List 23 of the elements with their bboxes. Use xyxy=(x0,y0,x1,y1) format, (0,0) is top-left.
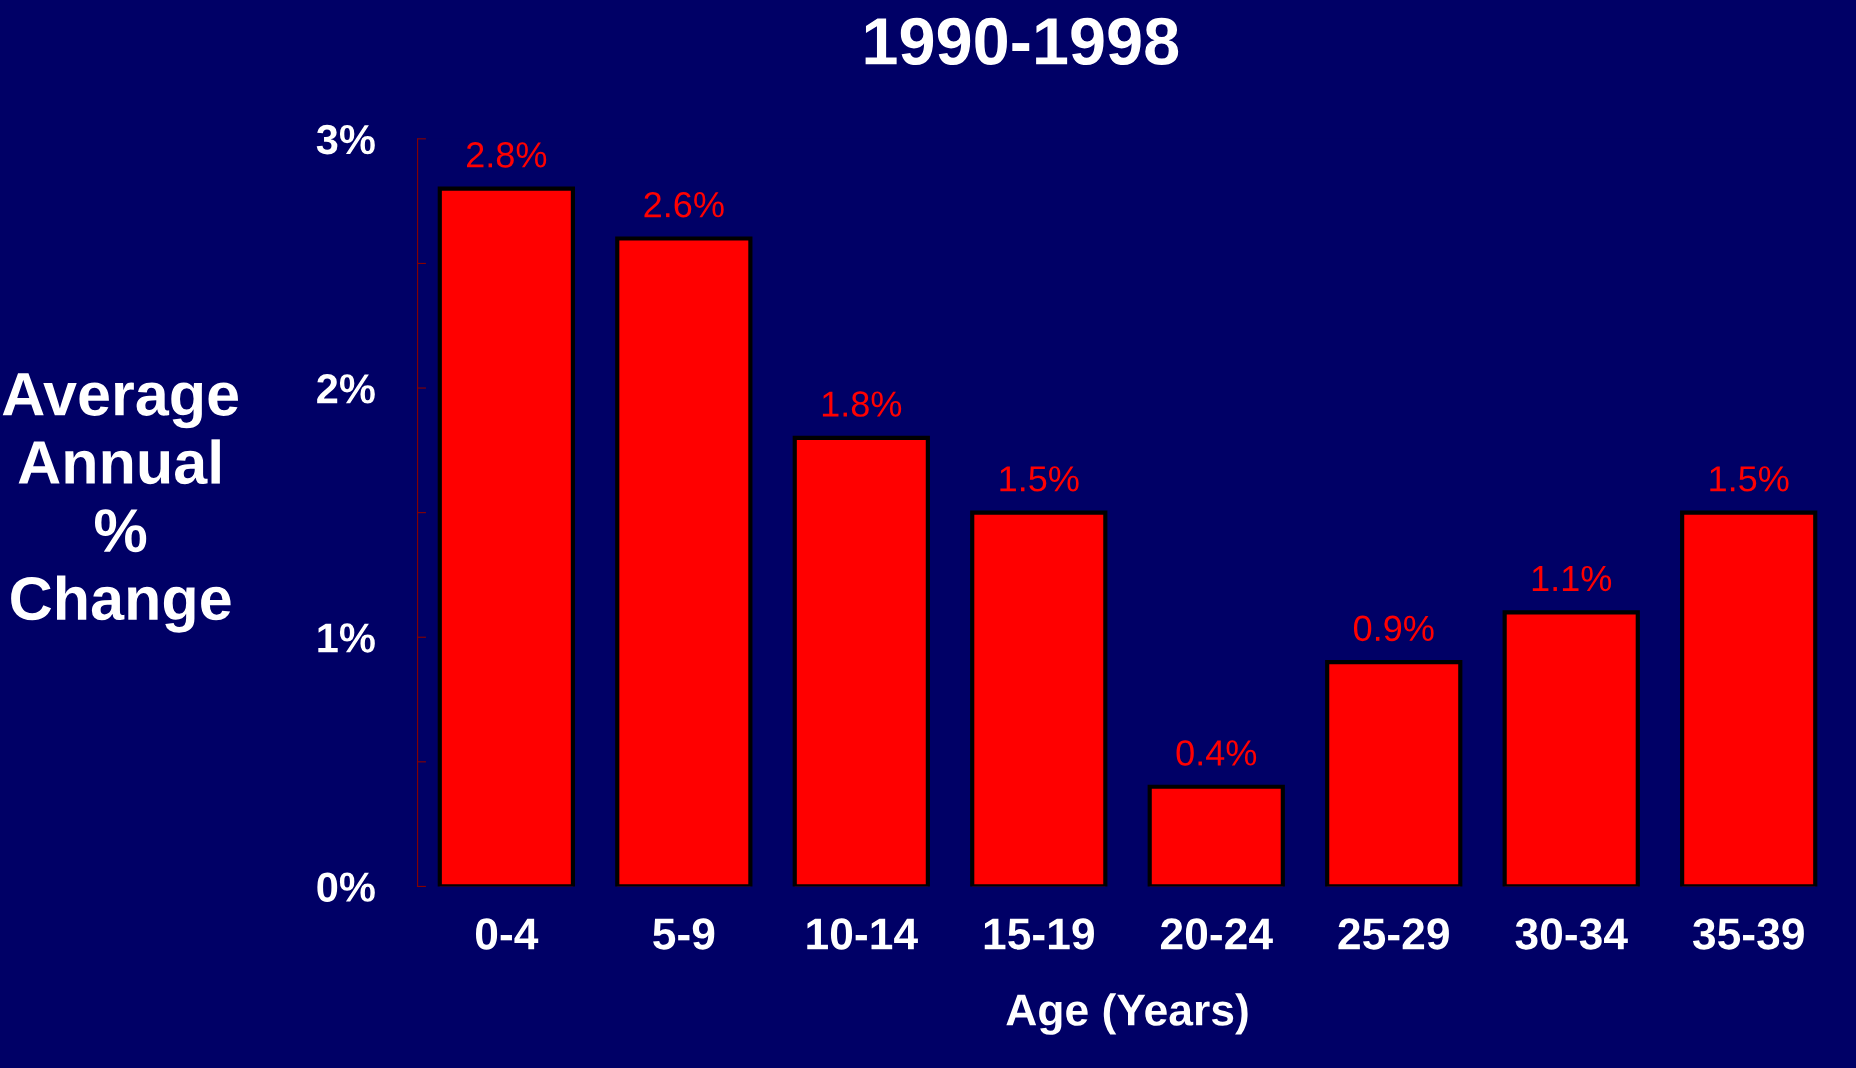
y-tick-label: 3% xyxy=(316,124,375,155)
x-tick-label: 35-39 xyxy=(1692,918,1804,950)
x-axis-title: Age (Years) xyxy=(1006,993,1248,1035)
y-axis-title: Average Annual % Change xyxy=(2,373,239,633)
x-tick-label: 20-24 xyxy=(1160,918,1273,950)
x-tick-label: 0-4 xyxy=(475,918,539,950)
y-tick-label: 2% xyxy=(317,374,375,404)
data-label: 0.9% xyxy=(1354,615,1434,642)
data-label: 2.6% xyxy=(644,191,724,218)
data-label: 1.1% xyxy=(1532,565,1612,592)
data-label: 1.8% xyxy=(822,391,902,417)
x-tick-label: 15-19 xyxy=(984,918,1094,950)
data-label: 0.4% xyxy=(1176,740,1257,766)
x-tick-label: 25-29 xyxy=(1338,918,1449,950)
y-tick-label: 0% xyxy=(317,872,375,902)
x-tick-label: 30-34 xyxy=(1515,918,1628,950)
data-label: 2.8% xyxy=(467,142,547,168)
data-label: 1.5% xyxy=(1710,466,1789,492)
x-tick-label: 5-9 xyxy=(653,918,715,950)
y-tick-label: 1% xyxy=(318,623,375,653)
chart-title: 1990-1998 xyxy=(865,17,1179,65)
x-tick-label: 10-14 xyxy=(807,918,918,950)
data-label: 1.5% xyxy=(1000,466,1079,492)
